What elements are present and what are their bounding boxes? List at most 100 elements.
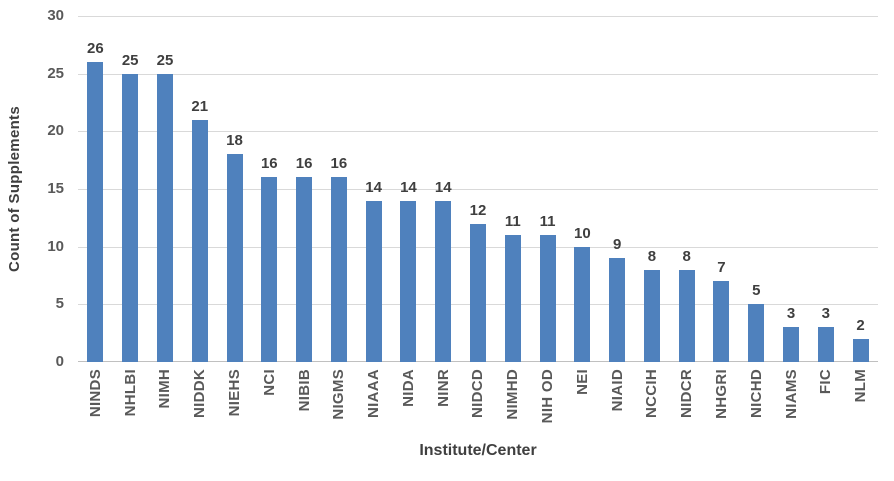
gridline-y-20 (78, 131, 878, 132)
x-tick-label-nlm: NLM (852, 369, 870, 403)
x-tick-label-nei: NEI (573, 369, 591, 395)
bar-value-label: 10 (573, 225, 591, 242)
bar-value-label: 16 (295, 155, 313, 172)
bar-niams (783, 327, 800, 362)
x-tick-label-fic: FIC (817, 369, 835, 395)
x-tick-label-nimhd: NIMHD (504, 369, 522, 420)
x-tick-label-nigms: NIGMS (330, 369, 348, 420)
bar-value-label: 7 (717, 259, 726, 276)
bar-value-label: 16 (260, 155, 278, 172)
bar-ninr (435, 201, 452, 362)
x-tick-label-nhgri: NHGRI (712, 369, 730, 419)
bar-nidcr (678, 270, 695, 362)
bar-value-label: 5 (752, 282, 761, 299)
bar-nimhd (504, 235, 521, 362)
bar-value-label: 8 (682, 248, 691, 265)
bar-niddk (191, 120, 208, 362)
bar-nhlbi (122, 74, 139, 362)
bar-value-label: 25 (121, 52, 139, 69)
bar-fic (817, 327, 834, 362)
bar-nimh (156, 74, 173, 362)
x-tick-label-niaid: NIAID (608, 369, 626, 412)
bar-slot: 21 (182, 16, 217, 362)
x-tick-label-niehs: NIEHS (226, 369, 244, 417)
x-tick-label-nccih: NCCIH (643, 369, 661, 418)
x-tick-label-niddk: NIDDK (191, 369, 209, 418)
x-tick-label-niaaa: NIAAA (365, 369, 383, 418)
x-tick-label-nidcr: NIDCR (678, 369, 696, 418)
bar-slot: 25 (113, 16, 148, 362)
x-tick-label-nibib: NIBIB (295, 369, 313, 412)
x-tick-label-nci: NCI (260, 369, 278, 396)
gridline-y-15 (78, 189, 878, 190)
bar-nccih (643, 270, 660, 362)
x-tick-label-nimh: NIMH (156, 369, 174, 409)
bar-ninds (87, 62, 104, 362)
bar-value-label: 3 (786, 305, 796, 322)
bar-value-label: 21 (191, 98, 209, 115)
bar-slot: 9 (600, 16, 635, 362)
plot-area: 26 25 25 21 18 16 16 16 14 14 14 12 11 11 10 9 8 8 7 5 3 3 2 (78, 16, 878, 362)
bar-slot: 11 (530, 16, 565, 362)
bar-nci (261, 177, 278, 362)
bar-value-label: 16 (330, 155, 348, 172)
bar-nidcd (469, 224, 486, 362)
bar-slot: 7 (704, 16, 739, 362)
bar-slot: 3 (774, 16, 809, 362)
bar-nlm (852, 339, 869, 362)
y-tick-label-30: 30 (47, 7, 64, 24)
y-tick-label-15: 15 (47, 180, 64, 197)
x-tick-label-nidcd: NIDCD (469, 369, 487, 418)
bar-slot: 11 (495, 16, 530, 362)
gridline-y-30 (78, 16, 878, 17)
bar-niehs (226, 154, 243, 362)
bar-value-label: 11 (504, 213, 521, 230)
bar-slot: 12 (461, 16, 496, 362)
bar-niaid (609, 258, 626, 362)
bar-value-label: 9 (612, 236, 622, 253)
bar-value-label: 12 (469, 202, 487, 219)
bar-value-label: 26 (87, 40, 104, 57)
bar-value-label: 3 (821, 305, 830, 322)
y-axis-tick-labels: 0 5 10 15 20 25 30 (0, 7, 64, 370)
bar-slot: 10 (565, 16, 600, 362)
bar-value-label: 8 (647, 248, 657, 265)
bar-value-label: 14 (434, 179, 452, 196)
bar-value-label: 14 (365, 179, 382, 196)
bar-slot: 3 (808, 16, 843, 362)
bar-value-label: 25 (156, 52, 174, 69)
y-tick-label-25: 25 (47, 64, 64, 82)
bar-nhgri (713, 281, 730, 362)
bar-nigms (330, 177, 347, 362)
bar-nei (574, 247, 591, 362)
x-tick-label-nichd: NICHD (747, 369, 765, 418)
x-axis-title: Institute/Center (419, 442, 537, 459)
bar-value-label: 11 (539, 213, 556, 230)
x-tick-label-nih-od: NIH OD (539, 369, 557, 424)
bar-value-label: 18 (226, 132, 243, 149)
x-tick-label-nhlbi: NHLBI (121, 369, 139, 417)
x-tick-label-niams: NIAMS (782, 369, 800, 419)
bar-slot: 14 (356, 16, 391, 362)
bar-slot: 18 (217, 16, 252, 362)
y-tick-label-10: 10 (47, 237, 64, 255)
bars-row: 26 25 25 21 18 16 16 16 14 14 14 12 11 11 10 9 8 8 7 5 3 3 2 (78, 16, 878, 362)
x-tick-label-ninds: NINDS (86, 369, 104, 418)
bar-slot: 16 (252, 16, 287, 362)
x-tick-label-nida: NIDA (399, 369, 417, 407)
bar-slot: 26 (78, 16, 113, 362)
bar-value-label: 2 (856, 317, 865, 334)
bar-slot: 16 (321, 16, 356, 362)
bar-slot: 14 (391, 16, 426, 362)
bar-slot: 8 (635, 16, 670, 362)
bar-nih-od (539, 235, 556, 362)
y-tick-label-20: 20 (47, 122, 64, 140)
bar-nichd (748, 304, 765, 362)
bar-slot: 8 (669, 16, 704, 362)
y-tick-label-5: 5 (55, 295, 64, 313)
bar-slot: 14 (426, 16, 461, 362)
bar-value-label: 14 (400, 179, 417, 196)
x-tick-label-ninr: NINR (434, 369, 452, 407)
bar-slot: 5 (739, 16, 774, 362)
